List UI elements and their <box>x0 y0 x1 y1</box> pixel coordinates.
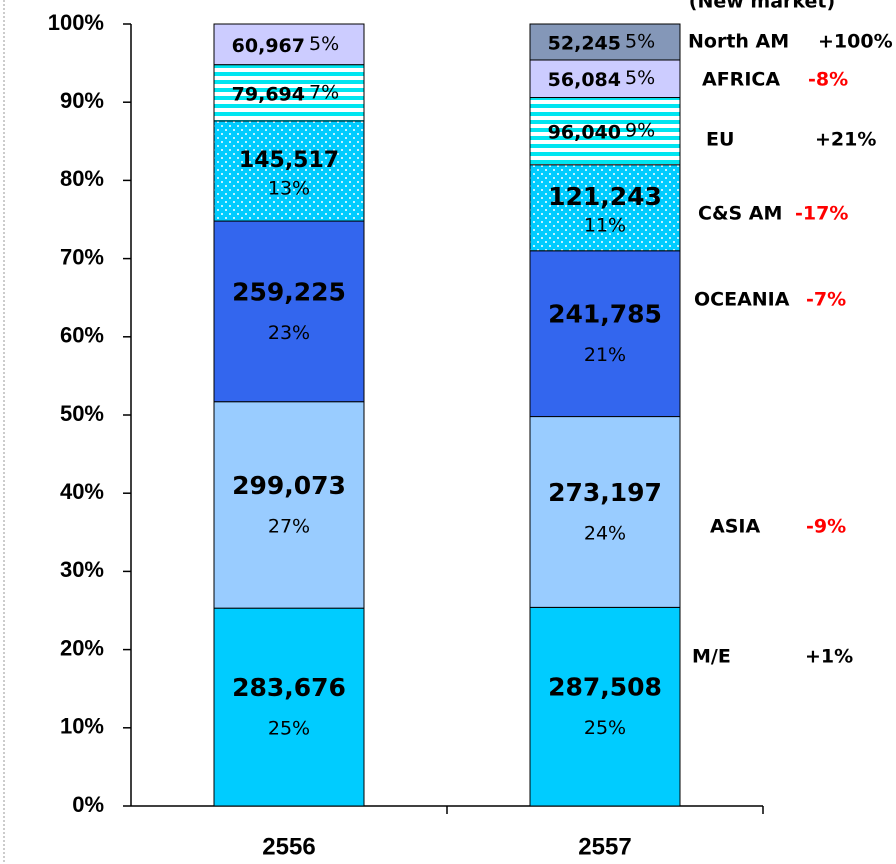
count-label: 241,785 <box>548 300 662 329</box>
y-tick-label: 100% <box>48 10 104 35</box>
bar-segment <box>213 120 365 222</box>
count-label: 56,084 <box>548 69 621 91</box>
change-label: -7% <box>806 289 846 311</box>
value-label: 7% <box>309 81 339 103</box>
change-label: +1% <box>805 646 853 668</box>
bar-segment <box>213 607 365 807</box>
change-label: +100% <box>818 31 893 53</box>
value-label: 11% <box>584 214 626 236</box>
bar-segment <box>213 64 365 122</box>
bar-segment <box>529 606 681 807</box>
value-label: 9% <box>625 120 655 142</box>
y-tick-label: 80% <box>60 166 104 191</box>
y-tick-label: 70% <box>60 244 104 269</box>
bar-segment <box>213 23 365 66</box>
bar-segment <box>529 250 681 418</box>
bar-segment <box>529 164 681 252</box>
count-label: 96,040 <box>548 122 621 144</box>
bar-segment <box>529 416 681 608</box>
value-label: 24% <box>584 522 626 544</box>
change-label: +21% <box>815 129 876 151</box>
y-tick-label: 20% <box>60 635 104 660</box>
value-label: 13% <box>268 178 310 200</box>
value-label: 25% <box>268 718 310 740</box>
count-label: 52,245 <box>548 32 621 54</box>
bar-segment <box>529 97 681 166</box>
x-tick-label: 2557 <box>578 833 631 860</box>
bar-segment <box>529 23 681 61</box>
value-label: 21% <box>584 344 626 366</box>
bar-segment <box>213 401 365 609</box>
legend-label: EU <box>706 129 734 151</box>
legend-label: M/E <box>692 646 731 668</box>
y-tick-label: 0% <box>72 792 104 817</box>
count-label: 79,694 <box>232 83 305 105</box>
change-label: -17% <box>795 203 848 225</box>
count-label: 283,676 <box>232 673 346 702</box>
count-label: 299,073 <box>232 471 346 500</box>
value-label: 5% <box>625 30 655 52</box>
change-label: -9% <box>806 516 846 538</box>
bar-segment <box>529 59 681 99</box>
legend-label: C&S AM <box>698 203 782 225</box>
value-label: 23% <box>268 322 310 344</box>
value-label: 27% <box>268 515 310 537</box>
y-tick-label: 60% <box>60 323 104 348</box>
count-label: 145,517 <box>239 148 339 173</box>
value-label: 25% <box>584 717 626 739</box>
change-label: -8% <box>808 69 848 91</box>
legend-label: ASIA <box>710 516 760 538</box>
count-label: 259,225 <box>232 277 346 306</box>
y-tick-label: 90% <box>60 88 104 113</box>
value-label: 5% <box>309 33 339 55</box>
y-tick-label: 40% <box>60 479 104 504</box>
legend-label: North AM <box>688 31 789 53</box>
value-label: 5% <box>625 67 655 89</box>
bar-segment <box>213 220 365 403</box>
count-label: 273,197 <box>548 478 662 507</box>
count-label: 121,243 <box>548 182 662 211</box>
legend-label: OCEANIA <box>694 289 790 311</box>
y-tick-label: 30% <box>60 557 104 582</box>
count-label: 60,967 <box>232 35 305 57</box>
y-tick-label: 50% <box>60 401 104 426</box>
x-tick-label: 2556 <box>262 833 315 860</box>
annotation: (New market) <box>689 0 835 13</box>
y-tick-label: 10% <box>60 714 104 739</box>
legend-label: AFRICA <box>702 69 780 91</box>
count-label: 287,508 <box>548 673 662 702</box>
